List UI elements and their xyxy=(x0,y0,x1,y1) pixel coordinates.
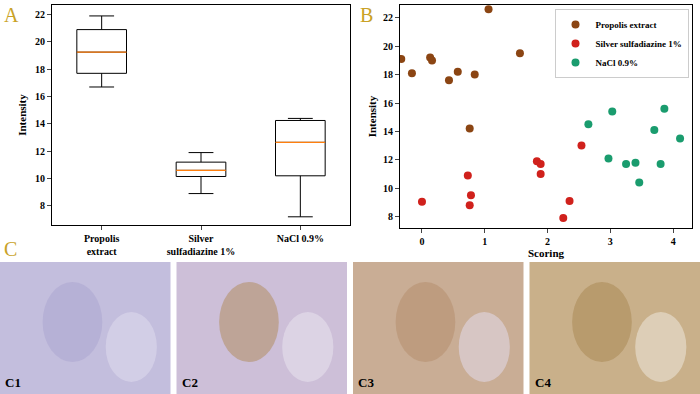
svg-text:4: 4 xyxy=(671,236,676,247)
svg-text:Propolisextract: Propolisextract xyxy=(84,233,119,257)
svg-text:0: 0 xyxy=(419,236,424,247)
svg-text:Scoring: Scoring xyxy=(528,247,565,259)
svg-text:10: 10 xyxy=(35,173,45,184)
svg-text:22: 22 xyxy=(383,12,393,23)
svg-text:Silversulfadiazine 1%: Silversulfadiazine 1% xyxy=(167,233,236,257)
svg-text:2: 2 xyxy=(545,236,550,247)
svg-text:3: 3 xyxy=(608,236,613,247)
svg-text:14: 14 xyxy=(35,118,45,129)
svg-text:10: 10 xyxy=(383,183,393,194)
svg-text:C4: C4 xyxy=(535,375,551,390)
svg-text:18: 18 xyxy=(35,64,45,75)
svg-text:18: 18 xyxy=(383,69,393,80)
svg-text:16: 16 xyxy=(383,98,393,109)
svg-text:22: 22 xyxy=(35,9,45,20)
svg-text:NaCl 0.9%: NaCl 0.9% xyxy=(596,58,639,68)
svg-text:A: A xyxy=(4,4,19,26)
svg-text:Silver sulfadiazine 1%: Silver sulfadiazine 1% xyxy=(596,39,682,49)
svg-text:20: 20 xyxy=(35,36,45,47)
svg-text:C2: C2 xyxy=(182,375,198,390)
svg-text:B: B xyxy=(360,4,373,26)
svg-text:1: 1 xyxy=(482,236,487,247)
svg-text:Intensity: Intensity xyxy=(16,94,28,136)
svg-text:8: 8 xyxy=(40,200,45,211)
svg-text:C1: C1 xyxy=(5,375,21,390)
svg-text:C: C xyxy=(4,238,17,260)
svg-text:Intensity: Intensity xyxy=(366,95,378,137)
svg-text:NaCl 0.9%: NaCl 0.9% xyxy=(277,233,324,244)
svg-text:Propolis extract: Propolis extract xyxy=(596,20,657,30)
svg-text:12: 12 xyxy=(35,146,45,157)
svg-text:16: 16 xyxy=(35,91,45,102)
svg-text:14: 14 xyxy=(383,126,393,137)
svg-text:C3: C3 xyxy=(358,375,374,390)
svg-text:12: 12 xyxy=(383,154,393,165)
svg-text:20: 20 xyxy=(383,41,393,52)
svg-text:8: 8 xyxy=(388,211,393,222)
